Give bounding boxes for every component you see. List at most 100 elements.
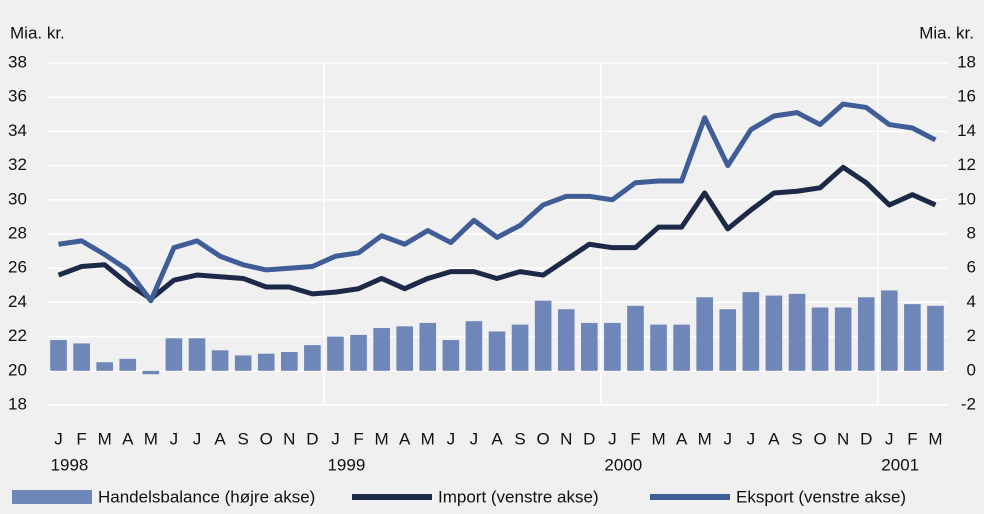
bar [765,295,783,371]
bar [557,309,575,371]
year-label: 2000 [604,455,642,474]
bar [188,338,206,371]
bar [142,370,160,375]
bar [465,321,483,371]
bar [604,322,621,371]
y-tick-label: 24 [8,292,27,311]
line [58,101,937,304]
x-tick-label: A [676,429,688,448]
legend-label: Import (venstre akse) [438,487,599,506]
bar [211,350,229,371]
bar [673,324,690,371]
bar [165,338,183,371]
bar [396,326,413,371]
x-tick-label: A [122,429,134,448]
x-tick-label: M [421,429,435,448]
x-tick-label: J [608,429,617,448]
bar [419,322,437,371]
bar [73,343,90,371]
y-tick-label: 28 [8,223,27,242]
x-tick-label: O [537,429,550,448]
x-tick-label: D [860,429,872,448]
bar [119,358,137,371]
y-tick-label: 34 [8,121,27,140]
y2-tick-label: 18 [957,52,976,71]
bar [581,322,598,371]
y-tick-label: 26 [8,258,27,277]
y2-tick-label: 4 [967,292,976,311]
y-tick-label: 36 [8,87,27,106]
bar [627,305,644,371]
x-tick-label: M [698,429,712,448]
x-tick-label: O [260,429,273,448]
x-tick-label: M [651,429,665,448]
y-axis-label: Mia. kr. [10,23,65,42]
y-tick-label: 38 [8,52,27,71]
y-tick-label: 20 [8,360,27,379]
bar [50,340,67,371]
bar [281,351,298,371]
bar [488,331,506,371]
x-tick-label: A [768,429,780,448]
bar [650,324,667,371]
bar [304,345,321,371]
bar [881,290,898,371]
bar [511,324,529,371]
y2-tick-label: 16 [957,87,976,106]
bar [257,353,275,371]
bar [534,300,552,371]
bar [742,292,760,371]
bar [904,304,921,371]
x-tick-label: J [470,429,479,448]
bar [96,362,113,371]
x-tick-label: N [837,429,849,448]
y2-tick-label: 0 [967,360,976,379]
x-tick-label: D [306,429,318,448]
x-tick-label: J [331,429,340,448]
y2-axis-label: Mia. kr. [919,23,974,42]
x-tick-label: S [237,429,248,448]
y2-tick-label: 2 [967,326,976,345]
y-tick-label: 30 [8,189,27,208]
x-tick-label: A [399,429,411,448]
bar [373,328,390,371]
y2-tick-label: 8 [967,223,976,242]
x-tick-label: S [514,429,525,448]
x-tick-label: D [583,429,595,448]
x-tick-label: M [375,429,389,448]
legend-swatch [12,490,92,504]
bar [696,297,713,371]
x-tick-label: F [76,429,86,448]
x-tick-label: A [491,429,503,448]
legend-label: Handelsbalance (højre akse) [98,487,315,506]
bar [327,336,344,371]
y2-tick-label: 10 [957,189,976,208]
legend-label: Eksport (venstre akse) [736,487,906,506]
bar [834,307,852,371]
bar [927,305,944,371]
bar [857,297,875,371]
y2-tick-label: 12 [957,155,976,174]
y2-tick-label: 14 [957,121,976,140]
bar [719,309,737,371]
year-label: 1999 [327,455,365,474]
y2-tick-label: -2 [961,394,976,413]
x-tick-label: N [283,429,295,448]
line [57,164,937,302]
x-tick-label: J [54,429,63,448]
x-tick-label: F [630,429,640,448]
y-tick-label: 32 [8,155,27,174]
x-tick-label: M [928,429,942,448]
x-tick-label: A [214,429,226,448]
bar [788,293,806,371]
x-tick-label: J [724,429,733,448]
year-label: 1998 [51,455,89,474]
x-tick-label: M [144,429,158,448]
x-tick-label: F [353,429,363,448]
bar [234,355,252,371]
bar [442,340,460,371]
year-label: 2001 [881,455,919,474]
bar [350,334,367,371]
x-tick-label: O [813,429,826,448]
